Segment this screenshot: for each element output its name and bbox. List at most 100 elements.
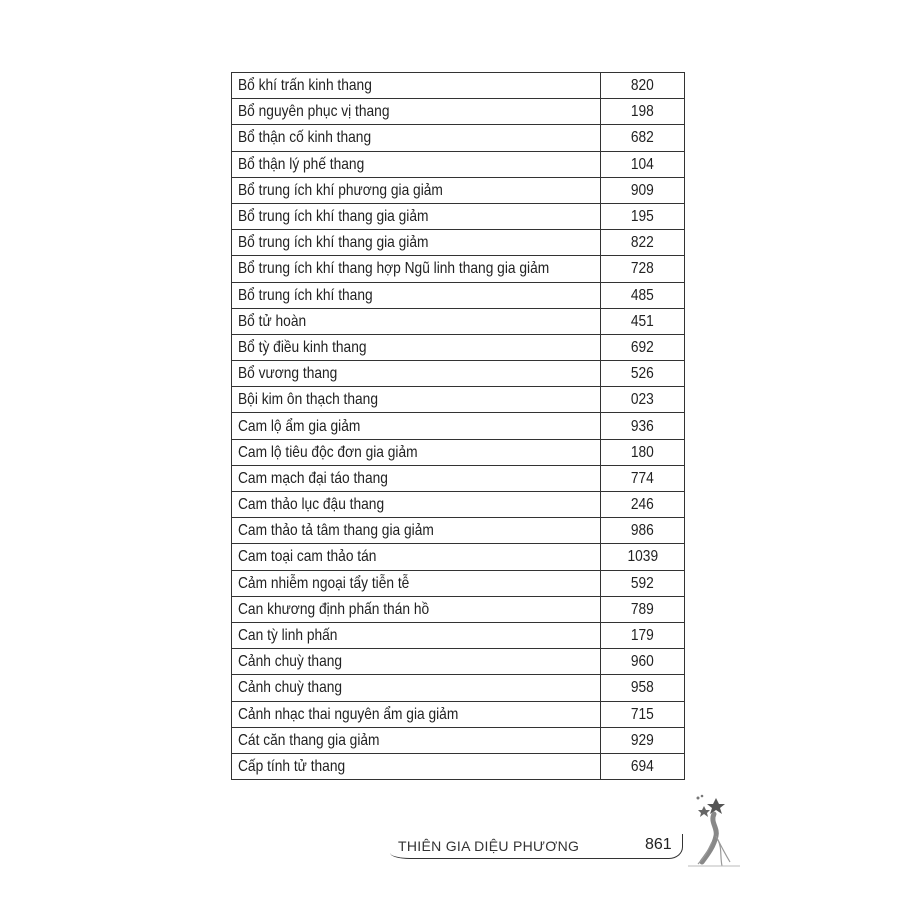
formula-name-cell: Cam lộ tiêu độc đơn gia giảm xyxy=(231,438,601,466)
page-cell: 451 xyxy=(599,307,686,335)
table-row: Cam lộ tiêu độc đơn gia giảm 180 xyxy=(231,438,686,466)
formula-name: Bổ thận lý phế thang xyxy=(238,155,365,173)
page-ref: 694 xyxy=(630,757,654,775)
page-cell: 246 xyxy=(599,490,686,519)
page-cell: 195 xyxy=(599,202,686,231)
formula-name: Bổ tử hoàn xyxy=(238,312,307,330)
formula-name-cell: Cấp tính tử thang xyxy=(231,752,601,781)
formula-name-cell: Bổ nguyên phục vị thang xyxy=(231,98,601,126)
footer-rule xyxy=(390,834,683,859)
formula-name: Bổ khí trấn kinh thang xyxy=(238,77,372,95)
page-cell: 023 xyxy=(599,386,686,414)
formula-name-cell: Bổ thận lý phế thang xyxy=(231,150,601,178)
formula-name-cell: Cảnh chuỳ thang xyxy=(231,648,601,676)
table-row: Cảnh chuỳ thang 960 xyxy=(231,648,686,676)
formula-name-cell: Cam toại cam thảo tán xyxy=(231,543,601,571)
formula-name-cell: Can khương định phấn thán hồ xyxy=(231,595,601,623)
page-cell: 728 xyxy=(599,255,686,283)
formula-name: Bổ trung ích khí thang hợp Ngũ linh than… xyxy=(238,260,550,278)
page-ref: 451 xyxy=(630,312,654,330)
page-ref: 728 xyxy=(630,260,654,278)
table-row: Cảnh chuỳ thang 958 xyxy=(231,674,686,702)
table-row: Cam lộ ẩm gia giảm 936 xyxy=(231,412,686,440)
formula-name: Bổ vương thang xyxy=(238,365,338,383)
formula-name: Cảnh nhạc thai nguyên ẩm gia giảm xyxy=(238,705,459,723)
running-footer-title: THIÊN GIA DIỆU PHƯƠNG xyxy=(398,838,580,854)
page-ref: 958 xyxy=(630,679,654,697)
page-ref: 526 xyxy=(630,365,654,383)
page-cell: 958 xyxy=(599,674,686,702)
formula-name-cell: Can tỳ linh phấn xyxy=(231,621,601,650)
page-ref: 986 xyxy=(630,522,654,540)
page-ref: 774 xyxy=(630,469,654,487)
page-cell: 1039 xyxy=(599,543,686,571)
page-ref: 960 xyxy=(630,653,654,671)
formula-name-cell: Cảm nhiễm ngoại tẩy tiễn tễ xyxy=(231,569,601,597)
page-cell: 929 xyxy=(599,726,686,754)
formula-name: Cấp tính tử thang xyxy=(238,757,346,775)
formula-name-cell: Bổ trung ích khí phương gia giảm xyxy=(231,176,601,204)
table-row: Bổ tỳ điều kinh thang 692 xyxy=(231,333,686,362)
formula-name-cell: Bổ trung ích khí thang gia giảm xyxy=(231,229,601,257)
page-cell: 936 xyxy=(599,412,686,440)
formula-name-cell: Bổ trung ích khí thang gia giảm xyxy=(231,202,601,231)
table-row: Bổ vương thang 526 xyxy=(231,360,686,388)
formula-name-cell: Bổ trung ích khí thang hợp Ngũ linh than… xyxy=(231,255,601,283)
formula-name: Cát căn thang gia giảm xyxy=(238,731,380,749)
table-row: Bổ trung ích khí thang 485 xyxy=(231,281,686,309)
formula-name: Cảnh chuỳ thang xyxy=(238,679,343,697)
table-row: Cam toại cam thảo tán 1039 xyxy=(231,543,686,571)
formula-name-cell: Cát căn thang gia giảm xyxy=(231,726,601,754)
page-ref: 1039 xyxy=(627,548,658,566)
page-cell: 180 xyxy=(599,438,686,466)
page-cell: 789 xyxy=(599,595,686,623)
formula-name-cell: Bổ khí trấn kinh thang xyxy=(231,71,601,100)
formula-name-cell: Bổ tỳ điều kinh thang xyxy=(231,333,601,362)
formula-name: Cam toại cam thảo tán xyxy=(238,548,377,566)
table-row: Cam thảo lục đậu thang 246 xyxy=(231,490,686,519)
table-row: Bổ trung ích khí thang hợp Ngũ linh than… xyxy=(231,255,686,283)
formula-name: Cam lộ ẩm gia giảm xyxy=(238,417,361,435)
formula-name: Bổ trung ích khí thang gia giảm xyxy=(238,234,429,252)
table-row: Bổ trung ích khí phương gia giảm 909 xyxy=(231,176,686,204)
page-ref: 179 xyxy=(630,627,654,645)
table-row: Can khương định phấn thán hồ 789 xyxy=(231,595,686,623)
formula-name: Cảm nhiễm ngoại tẩy tiễn tễ xyxy=(238,574,410,592)
page-cell: 774 xyxy=(599,464,686,493)
table-row: Bổ nguyên phục vị thang 198 xyxy=(231,98,686,126)
formula-name: Bội kim ôn thạch thang xyxy=(238,391,378,409)
table-row: Cảnh nhạc thai nguyên ẩm gia giảm 715 xyxy=(231,700,686,728)
page-cell: 820 xyxy=(599,71,686,100)
page-cell: 682 xyxy=(599,124,686,152)
page-ref: 023 xyxy=(630,391,654,409)
table-row: Bội kim ôn thạch thang 023 xyxy=(231,386,686,414)
page-cell: 960 xyxy=(599,648,686,676)
page-ref: 692 xyxy=(630,338,654,356)
page-cell: 179 xyxy=(599,621,686,650)
page-ref: 822 xyxy=(630,234,654,252)
formula-name: Bổ thận cố kinh thang xyxy=(238,129,372,147)
page-ref: 180 xyxy=(630,443,654,461)
page-ref: 485 xyxy=(630,286,654,304)
page-ref: 789 xyxy=(630,600,654,618)
formula-name: Cam thảo tả tâm thang gia giảm xyxy=(238,522,434,540)
formula-name-cell: Bổ trung ích khí thang xyxy=(231,281,601,309)
page-cell: 485 xyxy=(599,281,686,309)
page-ref: 909 xyxy=(630,181,654,199)
page-number: 861 xyxy=(645,836,672,853)
ginseng-icon xyxy=(688,794,740,867)
formula-name: Cam lộ tiêu độc đơn gia giảm xyxy=(238,443,418,461)
formula-name-cell: Bổ vương thang xyxy=(231,360,601,388)
formula-name-cell: Bội kim ôn thạch thang xyxy=(231,386,601,414)
page-cell: 822 xyxy=(599,229,686,257)
page-cell: 986 xyxy=(599,517,686,545)
page-cell: 909 xyxy=(599,176,686,204)
page-cell: 526 xyxy=(599,360,686,388)
table-row: Cấp tính tử thang 694 xyxy=(231,752,686,781)
formula-name: Cam mạch đại táo thang xyxy=(238,469,388,487)
page-ref: 198 xyxy=(630,103,654,121)
page-cell: 715 xyxy=(599,700,686,728)
formula-index-table: Bổ khí trấn kinh thang 820 Bổ nguyên phục … xyxy=(231,71,686,781)
table-row: Cát căn thang gia giảm 929 xyxy=(231,726,686,754)
formula-name-cell: Bổ tử hoàn xyxy=(231,307,601,335)
